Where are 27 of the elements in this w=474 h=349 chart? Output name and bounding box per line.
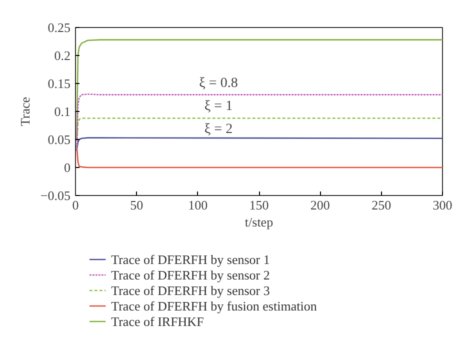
- annotation: ξ = 2: [204, 122, 233, 137]
- y-axis-title: Trace: [17, 96, 32, 126]
- x-axis-title: t/step: [244, 214, 274, 230]
- x-tick-label: 50: [130, 198, 144, 212]
- y-tick-label: 0.1: [54, 104, 70, 119]
- legend-label: Trace of DFERFH by sensor 3: [111, 283, 270, 298]
- line-series: [76, 93, 442, 152]
- annotation: ξ = 0.8: [199, 76, 238, 91]
- annotation: ξ = 1: [204, 99, 233, 114]
- legend-label: Trace of DFERFH by sensor 1: [111, 252, 270, 267]
- x-tick-label: 300: [432, 198, 452, 212]
- x-tick-label: 200: [310, 198, 330, 212]
- y-tick-label: 0.25: [48, 20, 70, 35]
- line-series: [76, 118, 442, 152]
- y-tick-label: 0.05: [48, 132, 70, 147]
- legend-label: Trace of DFERFH by sensor 2: [111, 268, 270, 282]
- x-tick-label: 250: [372, 198, 392, 212]
- line-series: [76, 39, 442, 140]
- x-tick-label: 100: [188, 198, 208, 212]
- legend-label: Trace of DFERFH by fusion estimation: [111, 298, 318, 314]
- line-series: [76, 144, 442, 168]
- y-tick-label: 0: [64, 160, 70, 175]
- y-tick-label: 0.2: [54, 48, 70, 63]
- x-tick-label: 150: [249, 198, 269, 212]
- y-tick-label: 0.15: [48, 76, 70, 91]
- legend-label: Trace of IRFHKF: [111, 314, 204, 329]
- y-tick-label: −0.05: [40, 188, 71, 203]
